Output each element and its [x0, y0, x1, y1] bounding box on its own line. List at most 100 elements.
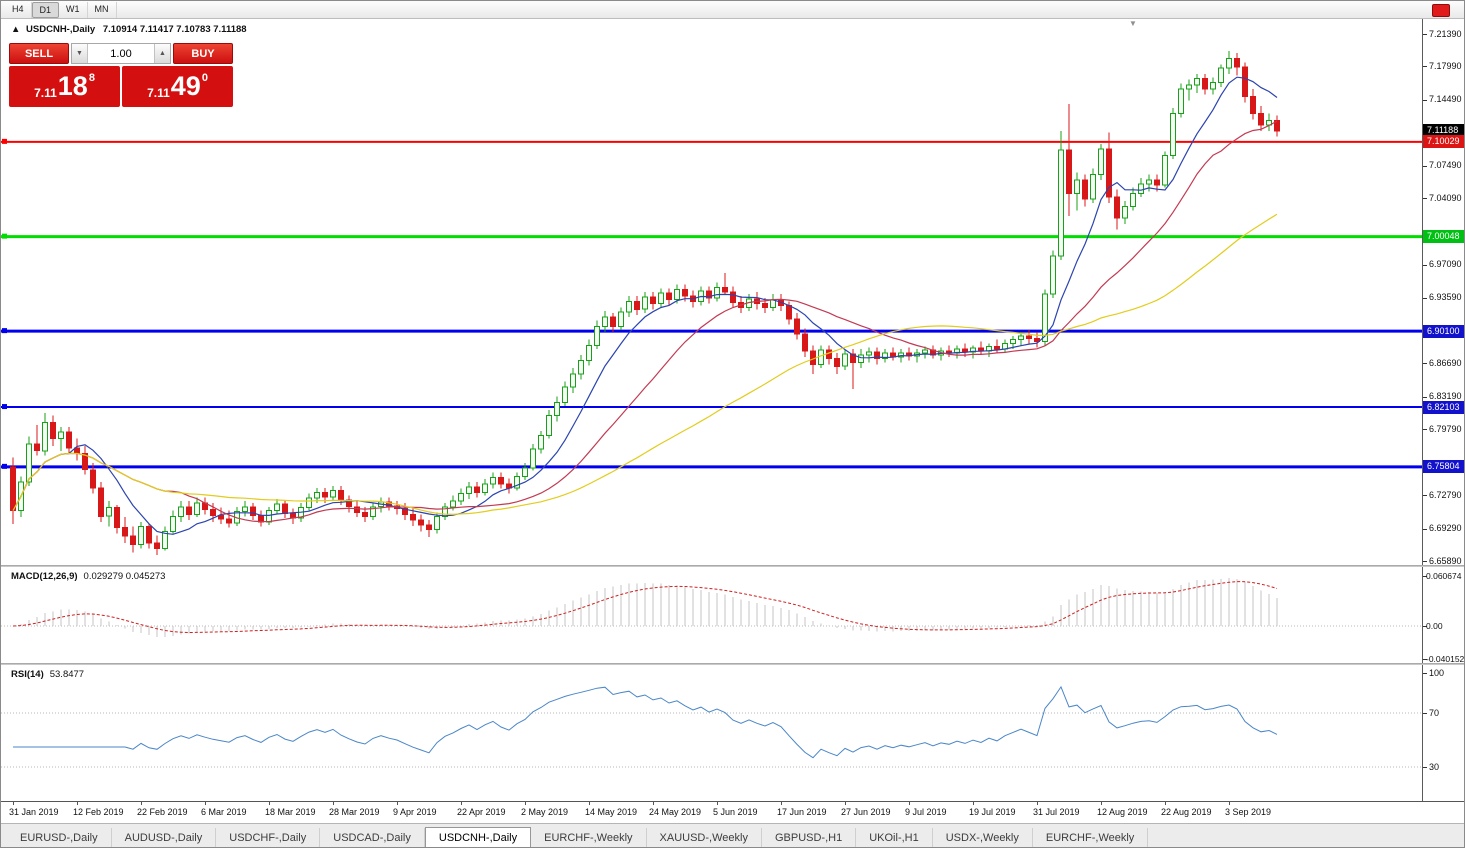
price-axis-tick — [1423, 265, 1427, 266]
time-axis-label: 22 Feb 2019 — [137, 807, 188, 817]
price-scale[interactable]: 7.21390 7.17990 7.14490 7.07490 7.04090 6.970… — [1423, 19, 1464, 566]
time-axis-label: 18 Mar 2019 — [265, 807, 316, 817]
chart-tab-5[interactable]: EURCHF-,Weekly — [531, 828, 647, 847]
time-axis-label: 14 May 2019 — [585, 807, 638, 817]
rsi-axis-label: 30 — [1429, 762, 1440, 772]
time-axis-label: 5 Jun 2019 — [713, 807, 758, 817]
chart-symbol-label: USDCNH-,Daily — [26, 24, 96, 35]
time-axis[interactable]: 31 Jan 2019 12 Feb 2019 22 Feb 2019 6 Mar 2… — [1, 801, 1464, 823]
macd-panel-canvas[interactable] — [1, 567, 1422, 663]
toolbar-red-button[interactable] — [1432, 4, 1450, 17]
macd-scale[interactable]: 0.060674 0.00 -0.040152 — [1423, 567, 1464, 664]
price-axis-tick — [1423, 66, 1427, 67]
price-axis-box: 6.82103 — [1423, 401, 1464, 414]
sell-price-box[interactable]: 7.11 18 8 — [9, 66, 120, 107]
time-axis-tick — [1165, 802, 1166, 805]
lot-size-input[interactable]: 1.00 — [110, 47, 132, 60]
chart-tab-2[interactable]: USDCHF-,Daily — [216, 828, 321, 847]
chart-tab-10[interactable]: EURCHF-,Weekly — [1033, 828, 1149, 847]
rsi-scale[interactable]: 100 70 30 — [1423, 665, 1464, 801]
chart-tab-3[interactable]: USDCAD-,Daily — [320, 828, 425, 847]
chart-tab-0[interactable]: EURUSD-,Daily — [7, 828, 112, 847]
price-axis-label: 7.21390 — [1429, 29, 1462, 39]
macd-indicator-label: MACD(12,26,9) 0.029279 0.045273 — [11, 571, 165, 582]
time-axis-tick — [845, 802, 846, 805]
timeframe-button-h4[interactable]: H4 — [5, 1, 32, 18]
time-axis-tick — [717, 802, 718, 805]
rsi-axis-tick — [1423, 767, 1427, 768]
time-axis-label: 3 Sep 2019 — [1225, 807, 1272, 817]
price-chart-canvas[interactable] — [1, 19, 1422, 565]
chart-tab-8[interactable]: UKOil-,H1 — [856, 828, 933, 847]
sell-button[interactable]: SELL — [9, 43, 69, 64]
price-axis-tick — [1423, 100, 1427, 101]
lot-decrease-icon[interactable]: ▼ — [72, 44, 88, 63]
time-axis-tick — [909, 802, 910, 805]
time-axis-label: 24 May 2019 — [649, 807, 702, 817]
price-axis-label: 7.17990 — [1429, 61, 1462, 71]
price-axis-label: 6.69290 — [1429, 523, 1462, 533]
price-axis-box: 7.11188 — [1423, 124, 1464, 137]
price-axis-label: 6.72790 — [1429, 490, 1462, 500]
time-axis-label: 22 Apr 2019 — [457, 807, 506, 817]
price-axis-label: 7.04090 — [1429, 193, 1462, 203]
time-axis-label: 27 Jun 2019 — [841, 807, 891, 817]
buy-button[interactable]: BUY — [173, 43, 233, 64]
timeframe-button-mn[interactable]: MN — [88, 1, 117, 18]
price-axis-tick — [1423, 298, 1427, 299]
buy-price-pips: 49 — [170, 71, 201, 101]
time-axis-label: 19 Jul 2019 — [969, 807, 1016, 817]
macd-values: 0.029279 0.045273 — [83, 571, 166, 582]
price-axis-label: 6.83190 — [1429, 391, 1462, 401]
time-axis-label: 31 Jul 2019 — [1033, 807, 1080, 817]
chart-tab-7[interactable]: GBPUSD-,H1 — [762, 828, 857, 847]
chart-tab-9[interactable]: USDX-,Weekly — [933, 828, 1033, 847]
rsi-panel-canvas[interactable] — [1, 665, 1422, 801]
horizontal-lines[interactable] — [1, 138, 1422, 469]
timeframe-toolbar: H4 D1 W1 MN — [1, 1, 1464, 19]
price-axis-box: 6.75804 — [1423, 460, 1464, 473]
macd-axis-label: 0.060674 — [1426, 571, 1462, 581]
time-axis-label: 9 Jul 2019 — [905, 807, 947, 817]
rsi-axis-label: 70 — [1429, 708, 1440, 718]
lot-size-spinner: ▼ 1.00 ▲ — [71, 43, 171, 64]
timeframe-button-d1[interactable]: D1 — [31, 1, 60, 18]
price-axis-label: 6.97090 — [1429, 259, 1462, 269]
time-axis-label: 12 Aug 2019 — [1097, 807, 1148, 817]
time-axis-label: 31 Jan 2019 — [9, 807, 59, 817]
price-axis-label: 7.07490 — [1429, 160, 1462, 170]
macd-axis-tick — [1423, 626, 1427, 627]
time-axis-tick — [205, 802, 206, 805]
timeframe-button-w1[interactable]: W1 — [59, 1, 88, 18]
panel-separator-rsi[interactable] — [1, 663, 1464, 665]
rsi-line — [13, 685, 1278, 759]
price-axis-tick — [1423, 495, 1427, 496]
time-axis-label: 12 Feb 2019 — [73, 807, 124, 817]
macd-axis-tick — [1423, 576, 1427, 577]
price-axis-label: 6.79790 — [1429, 424, 1462, 434]
rsi-axis-label: 100 — [1429, 668, 1445, 678]
chart-tab-4[interactable]: USDCNH-,Daily — [424, 827, 532, 847]
time-axis-tick — [461, 802, 462, 805]
price-axis-tick — [1423, 363, 1427, 364]
macd-histogram — [20, 578, 1278, 638]
macd-axis-tick — [1423, 659, 1427, 660]
time-axis-tick — [269, 802, 270, 805]
chart-shift-marker[interactable]: ▼ — [1129, 19, 1137, 28]
chart-tab-6[interactable]: XAUUSD-,Weekly — [647, 828, 762, 847]
chart-title: ▲ USDCNH-,Daily 7.10914 7.11417 7.10783 … — [11, 24, 247, 35]
timeframe-buttons: H4 D1 W1 MN — [5, 1, 117, 18]
price-axis-label: 6.93590 — [1429, 292, 1462, 302]
panel-separator-macd[interactable] — [1, 565, 1464, 567]
lot-increase-icon[interactable]: ▲ — [154, 44, 170, 63]
scale-divider — [1422, 19, 1423, 801]
candlestick-series — [10, 51, 1280, 556]
time-axis-label: 2 May 2019 — [521, 807, 569, 817]
time-axis-label: 9 Apr 2019 — [393, 807, 437, 817]
price-axis-label: 6.65890 — [1429, 556, 1462, 566]
time-axis-tick — [781, 802, 782, 805]
buy-price-box[interactable]: 7.11 49 0 — [122, 66, 233, 107]
chart-tab-1[interactable]: AUDUSD-,Daily — [112, 828, 217, 847]
price-axis-box: 7.10029 — [1423, 135, 1464, 148]
